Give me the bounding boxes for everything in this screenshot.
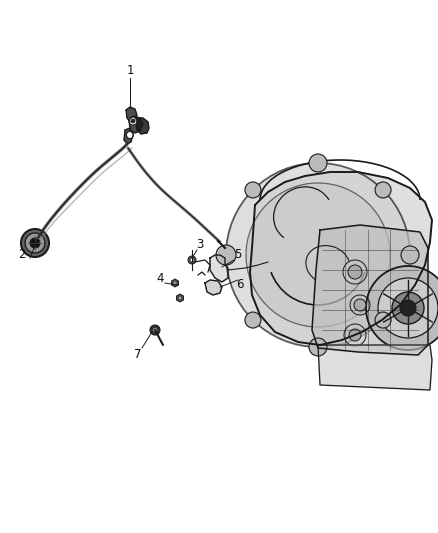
Circle shape: [354, 299, 366, 311]
Polygon shape: [172, 279, 178, 287]
Text: 2: 2: [18, 248, 26, 262]
Text: 4: 4: [156, 271, 164, 285]
Circle shape: [152, 327, 158, 333]
Polygon shape: [124, 128, 133, 144]
Circle shape: [129, 117, 137, 125]
Polygon shape: [136, 118, 149, 134]
Polygon shape: [312, 225, 428, 355]
Circle shape: [25, 233, 45, 253]
Circle shape: [173, 281, 177, 285]
Circle shape: [392, 292, 424, 324]
Circle shape: [127, 132, 134, 139]
Polygon shape: [205, 280, 222, 295]
Circle shape: [245, 312, 261, 328]
Polygon shape: [250, 172, 432, 345]
Polygon shape: [210, 255, 228, 282]
Circle shape: [245, 182, 261, 198]
Text: 3: 3: [196, 238, 204, 252]
Circle shape: [188, 256, 196, 264]
Text: 1: 1: [126, 63, 134, 77]
Circle shape: [375, 312, 391, 328]
Circle shape: [150, 325, 160, 335]
Circle shape: [131, 119, 135, 123]
Circle shape: [401, 246, 419, 264]
Circle shape: [378, 278, 438, 338]
Circle shape: [366, 266, 438, 350]
Circle shape: [190, 258, 194, 262]
Polygon shape: [177, 294, 184, 302]
Circle shape: [226, 163, 410, 347]
Circle shape: [375, 182, 391, 198]
Circle shape: [309, 338, 327, 356]
Circle shape: [178, 296, 182, 300]
Polygon shape: [318, 345, 432, 390]
Circle shape: [216, 245, 236, 265]
Circle shape: [21, 229, 49, 257]
Circle shape: [348, 265, 362, 279]
Circle shape: [349, 329, 361, 341]
Text: 7: 7: [134, 349, 142, 361]
Circle shape: [246, 183, 390, 327]
Polygon shape: [129, 116, 143, 133]
Polygon shape: [126, 107, 137, 122]
Circle shape: [400, 300, 416, 316]
Circle shape: [309, 154, 327, 172]
Circle shape: [30, 238, 40, 248]
Text: 5: 5: [234, 248, 242, 262]
Text: 6: 6: [236, 279, 244, 292]
